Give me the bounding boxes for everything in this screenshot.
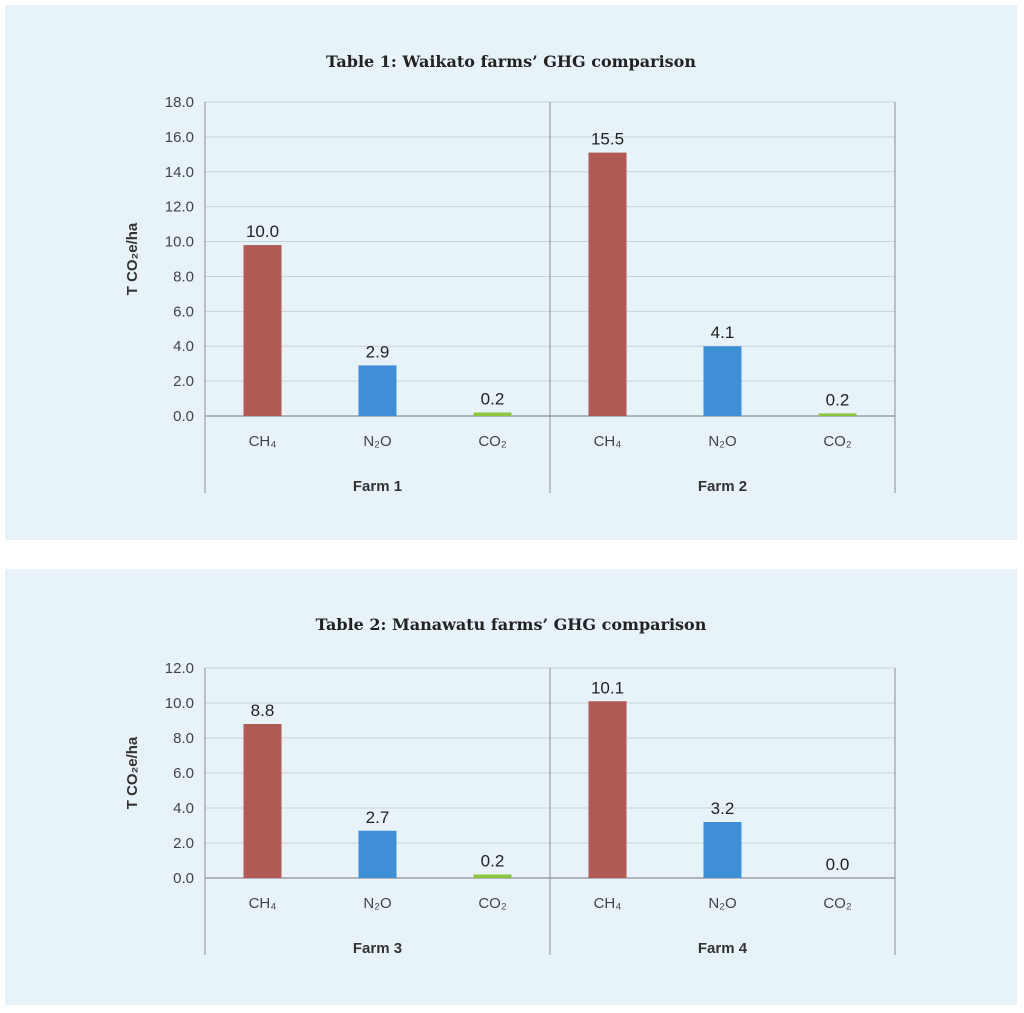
bar-value-label: 15.5 [591, 130, 624, 149]
y-tick-label: 2.0 [173, 835, 194, 852]
y-tick-label: 8.0 [173, 730, 194, 747]
bar-value-label: 0.2 [826, 390, 850, 409]
bar-value-label: 0.0 [826, 855, 850, 874]
x-category-label: CH₄ [249, 895, 277, 912]
x-category-label: CO₂ [823, 433, 852, 450]
y-tick-label: 4.0 [173, 338, 194, 355]
y-tick-label: 6.0 [173, 303, 194, 320]
x-category-label: CO₂ [478, 895, 507, 912]
y-tick-label: 12.0 [165, 199, 194, 216]
y-tick-label: 0.0 [173, 870, 194, 887]
y-tick-label: 8.0 [173, 268, 194, 285]
bar-value-label: 0.2 [481, 390, 505, 409]
bar-value-label: 4.1 [711, 323, 735, 342]
x-category-label: CO₂ [478, 433, 507, 450]
x-category-label: N₂O [363, 895, 391, 912]
bar-farm-3-ch4 [243, 724, 282, 878]
y-tick-label: 10.0 [165, 695, 194, 712]
chart-panel-manawatu: Table 2: Manawatu farms’ GHG comparison … [5, 569, 1017, 1005]
bar-farm-2-ch4 [588, 152, 627, 417]
y-tick-label: 0.0 [173, 408, 194, 425]
bar-value-label: 2.7 [366, 808, 390, 827]
group-label: Farm 1 [353, 478, 402, 495]
chart-title: Table 2: Manawatu farms’ GHG comparison [315, 615, 707, 634]
y-tick-label: 2.0 [173, 373, 194, 390]
y-tick-label: 16.0 [165, 129, 194, 146]
x-category-label: CH₄ [249, 433, 277, 450]
bar-farm-3-n2o [358, 830, 397, 878]
y-axis-label: T CO₂e/ha [124, 736, 141, 809]
bar-farm-1-ch4 [243, 245, 282, 416]
bar-farm-4-ch4 [588, 701, 627, 878]
bar-farm-3-co2 [473, 874, 512, 878]
group-label: Farm 3 [353, 940, 402, 957]
group-label: Farm 2 [698, 478, 747, 495]
bar-farm-2-n2o [703, 346, 742, 416]
y-tick-label: 4.0 [173, 800, 194, 817]
bar-farm-1-n2o [358, 365, 397, 416]
chart-waikato: 0.0 2.0 4.0 6.0 8.0 10.0 12.0 14.0 16.0 18.0 T CO₂… [124, 94, 896, 495]
x-category-label: CO₂ [823, 895, 852, 912]
bar-value-label: 0.2 [481, 852, 505, 871]
x-category-label: N₂O [708, 895, 736, 912]
bar-value-label: 8.8 [251, 701, 275, 720]
bar-farm-2-co2 [818, 413, 857, 416]
chart-panel-waikato: Table 1: Waikato farms’ GHG comparison 0… [5, 5, 1017, 540]
y-tick-label: 10.0 [165, 234, 194, 251]
x-category-label: CH₄ [594, 895, 622, 912]
bar-farm-4-n2o [703, 822, 742, 878]
bar-farm-1-co2 [473, 412, 512, 416]
bar-value-label: 10.0 [246, 222, 279, 241]
chart-manawatu: 0.0 2.0 4.0 6.0 8.0 10.0 12.0 T CO₂e/ha 8.8 CH₄ 2.… [124, 660, 896, 957]
y-axis-label: T CO₂e/ha [124, 222, 141, 295]
x-category-label: N₂O [363, 433, 391, 450]
chart-title: Table 1: Waikato farms’ GHG comparison [326, 52, 696, 71]
group-label: Farm 4 [698, 940, 748, 957]
y-tick-label: 14.0 [165, 164, 194, 181]
x-category-label: N₂O [708, 433, 736, 450]
bar-value-label: 3.2 [711, 799, 735, 818]
y-tick-label: 12.0 [165, 660, 194, 677]
y-tick-label: 18.0 [165, 94, 194, 111]
bar-value-label: 2.9 [366, 342, 390, 361]
y-tick-label: 6.0 [173, 765, 194, 782]
x-category-label: CH₄ [594, 433, 622, 450]
bar-value-label: 10.1 [591, 678, 624, 697]
